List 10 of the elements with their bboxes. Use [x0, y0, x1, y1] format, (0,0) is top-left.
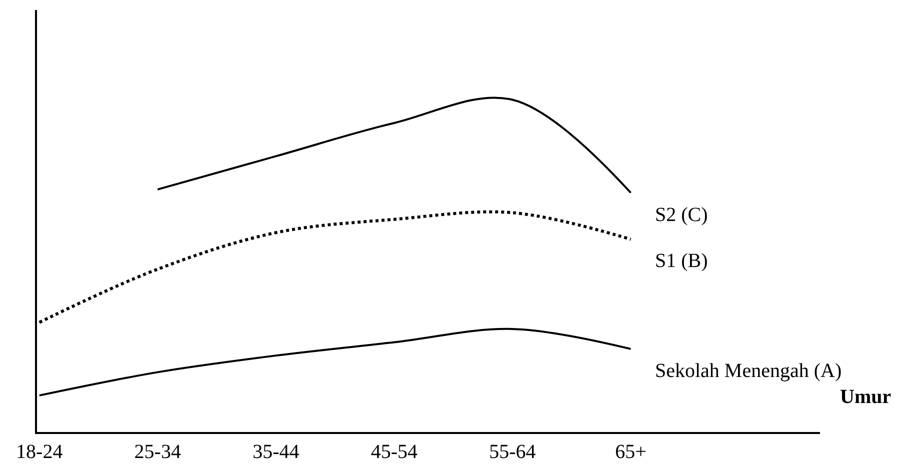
- series-label: S2 (C): [655, 204, 708, 226]
- x-tick-label: 35-44: [252, 441, 300, 463]
- x-tick-label: 55-64: [489, 441, 536, 463]
- x-tick-label: 45-54: [370, 441, 418, 463]
- x-tick-label: 65+: [615, 441, 646, 463]
- text: Umur: [840, 386, 892, 408]
- series-label: S1 (B): [655, 250, 708, 272]
- x-tick-label: 18-24: [16, 441, 63, 463]
- x-tick-label: 25-34: [134, 441, 181, 463]
- series-label: Sekolah Menengah (A): [655, 360, 842, 382]
